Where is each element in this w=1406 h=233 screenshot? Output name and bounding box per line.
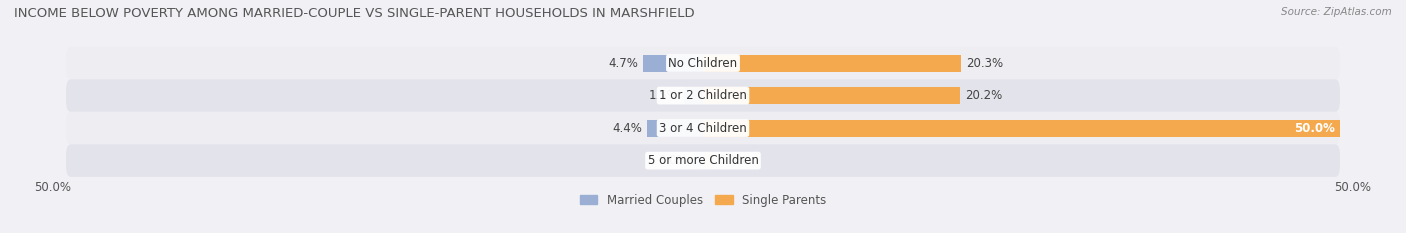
FancyBboxPatch shape: [66, 144, 1340, 177]
Text: 4.4%: 4.4%: [612, 122, 643, 135]
FancyBboxPatch shape: [66, 47, 1340, 79]
Text: 20.3%: 20.3%: [966, 57, 1004, 70]
Text: 5 or more Children: 5 or more Children: [648, 154, 758, 167]
Bar: [703, 152, 713, 169]
Text: 1.5%: 1.5%: [650, 89, 679, 102]
Bar: [647, 120, 703, 137]
Text: Source: ZipAtlas.com: Source: ZipAtlas.com: [1281, 7, 1392, 17]
Text: 50.0%: 50.0%: [35, 182, 72, 194]
Text: 3 or 4 Children: 3 or 4 Children: [659, 122, 747, 135]
Text: 50.0%: 50.0%: [1334, 182, 1371, 194]
Bar: [703, 55, 962, 72]
Bar: [703, 87, 960, 104]
Text: No Children: No Children: [668, 57, 738, 70]
Text: 4.7%: 4.7%: [609, 57, 638, 70]
Text: INCOME BELOW POVERTY AMONG MARRIED-COUPLE VS SINGLE-PARENT HOUSEHOLDS IN MARSHFI: INCOME BELOW POVERTY AMONG MARRIED-COUPL…: [14, 7, 695, 20]
Text: 1 or 2 Children: 1 or 2 Children: [659, 89, 747, 102]
Bar: [703, 120, 1340, 137]
Text: 0.0%: 0.0%: [718, 154, 748, 167]
Text: 0.0%: 0.0%: [658, 154, 688, 167]
Bar: [693, 152, 703, 169]
Text: 20.2%: 20.2%: [966, 89, 1002, 102]
Bar: [643, 55, 703, 72]
Legend: Married Couples, Single Parents: Married Couples, Single Parents: [579, 194, 827, 207]
Bar: [683, 87, 703, 104]
FancyBboxPatch shape: [66, 112, 1340, 144]
FancyBboxPatch shape: [66, 79, 1340, 112]
Text: 50.0%: 50.0%: [1294, 122, 1334, 135]
